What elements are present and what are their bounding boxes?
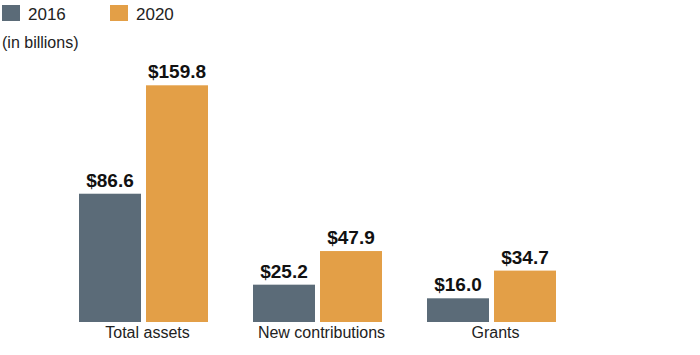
category-label: New contributions bbox=[258, 324, 385, 341]
data-label: $16.0 bbox=[434, 274, 482, 295]
legend-label: 2020 bbox=[136, 5, 174, 24]
bar bbox=[494, 271, 556, 322]
bar bbox=[427, 298, 489, 322]
bar bbox=[253, 285, 315, 322]
bar bbox=[79, 194, 141, 322]
bar bbox=[320, 251, 382, 322]
category-label: Grants bbox=[471, 324, 519, 341]
data-label: $159.8 bbox=[148, 61, 206, 82]
legend: 2016 2020 bbox=[2, 5, 174, 24]
data-labels: $86.6 $159.8 $25.2 $47.9 $16.0 $34.7 bbox=[86, 61, 549, 295]
data-label: $86.6 bbox=[86, 170, 134, 191]
chart: 2016 2020 (in billions) $86.6 $159.8 $25.2 $47… bbox=[0, 0, 700, 355]
legend-swatch bbox=[2, 5, 20, 21]
bar bbox=[146, 85, 208, 322]
data-label: $47.9 bbox=[327, 227, 375, 248]
data-label: $34.7 bbox=[501, 247, 549, 268]
subtitle: (in billions) bbox=[2, 34, 78, 51]
category-label: Total assets bbox=[105, 324, 189, 341]
data-label: $25.2 bbox=[260, 261, 308, 282]
legend-label: 2016 bbox=[28, 5, 66, 24]
legend-swatch bbox=[110, 5, 128, 21]
bars bbox=[79, 85, 556, 322]
